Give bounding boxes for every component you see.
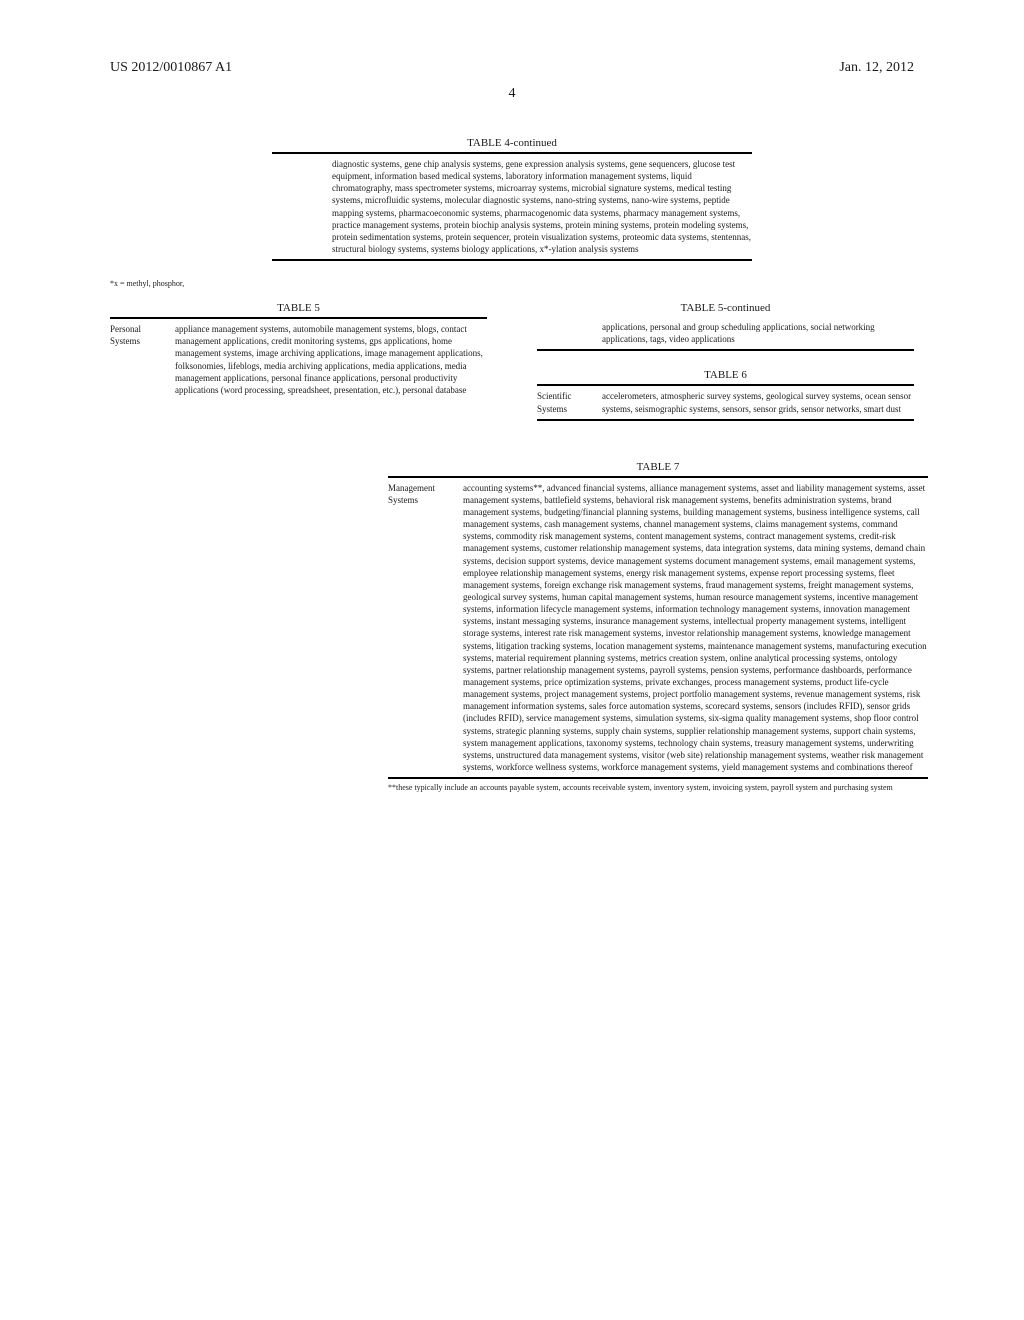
table-7-title: TABLE 7	[388, 461, 928, 473]
page-content: US 2012/0010867 A1 Jan. 12, 2012 4 TABLE…	[0, 0, 1024, 861]
table-4-continued: TABLE 4-continued diagnostic systems, ge…	[272, 137, 752, 261]
table-6: TABLE 6 Scientific Systems accelerometer…	[537, 369, 914, 420]
table-6-frame: Scientific Systems accelerometers, atmos…	[537, 384, 914, 420]
table-6-label-line1: Scientific	[537, 390, 596, 402]
table-5c-spacer	[537, 321, 602, 345]
page-number: 4	[110, 86, 914, 102]
column-right: TABLE 5-continued applications, personal…	[537, 302, 914, 439]
table-5-label-line2: Systems	[110, 335, 169, 347]
table-5-body: appliance management systems, automobile…	[175, 323, 487, 396]
table-5-row: Personal Systems appliance management sy…	[110, 323, 487, 396]
table-6-label: Scientific Systems	[537, 390, 602, 414]
table-7-label-line1: Management	[388, 482, 457, 494]
page-header: US 2012/0010867 A1 Jan. 12, 2012	[110, 60, 914, 76]
table-6-row: Scientific Systems accelerometers, atmos…	[537, 390, 914, 414]
table-7-frame: Management Systems accounting systems**,…	[388, 476, 928, 779]
table-7-footnote: **these typically include an accounts pa…	[388, 783, 928, 793]
table-5-label: Personal Systems	[110, 323, 175, 396]
table-5c-title: TABLE 5-continued	[537, 302, 914, 314]
table-5-continued: TABLE 5-continued applications, personal…	[537, 302, 914, 351]
table-5: TABLE 5 Personal Systems appliance manag…	[110, 302, 487, 400]
table-6-label-line2: Systems	[537, 403, 596, 415]
table-6-body: accelerometers, atmospheric survey syste…	[602, 390, 914, 414]
table-6-title: TABLE 6	[537, 369, 914, 381]
table-4-footnote: *x = methyl, phosphor,	[110, 279, 914, 288]
two-column-region: TABLE 5 Personal Systems appliance manag…	[110, 302, 914, 439]
table-4-frame: diagnostic systems, gene chip analysis s…	[272, 152, 752, 261]
table-4-body: diagnostic systems, gene chip analysis s…	[272, 158, 752, 255]
table-5c-body: applications, personal and group schedul…	[602, 321, 914, 345]
table-7-label-line2: Systems	[388, 494, 457, 506]
table-5c-row: applications, personal and group schedul…	[537, 321, 914, 345]
table-4-title: TABLE 4-continued	[272, 137, 752, 149]
publication-number: US 2012/0010867 A1	[110, 60, 232, 76]
publication-date: Jan. 12, 2012	[839, 60, 914, 76]
column-left: TABLE 5 Personal Systems appliance manag…	[110, 302, 487, 439]
table-7-label: Management Systems	[388, 482, 463, 773]
table-5-label-line1: Personal	[110, 323, 169, 335]
table-5c-frame: applications, personal and group schedul…	[537, 317, 914, 351]
table-5-title: TABLE 5	[110, 302, 487, 314]
table-5-frame: Personal Systems appliance management sy…	[110, 317, 487, 400]
table-7-body: accounting systems**, advanced financial…	[463, 482, 928, 773]
table-7: TABLE 7 Management Systems accounting sy…	[388, 461, 928, 794]
table-7-row: Management Systems accounting systems**,…	[388, 482, 928, 773]
